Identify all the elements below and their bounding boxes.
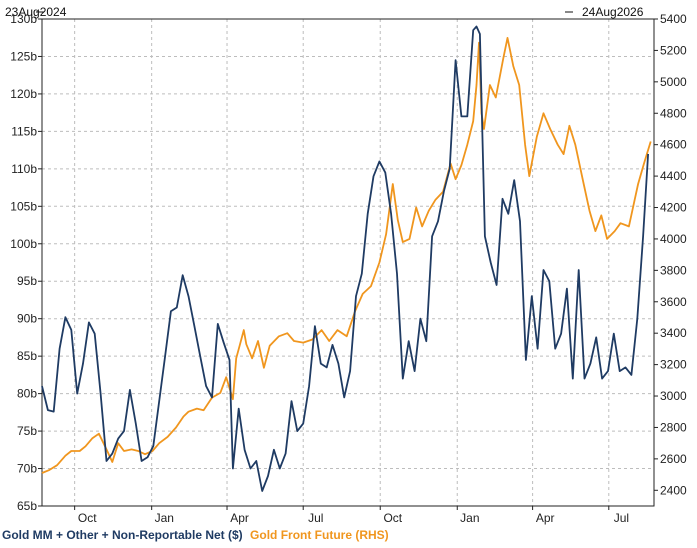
left-tick-label: 120b (10, 87, 37, 101)
right-tick-label: 4200 (660, 201, 687, 215)
left-tick-label: 85b (17, 349, 37, 363)
left-tick-label: 110b (11, 162, 37, 176)
right-tick-label: 3200 (660, 358, 687, 372)
x-tick-label: Apr (230, 511, 249, 525)
plot-frame (41, 18, 655, 507)
right-tick-label: 3000 (660, 389, 687, 403)
left-tick-label: 80b (17, 387, 37, 401)
series-line-gold-future (41, 37, 652, 474)
right-tick-label: 4000 (660, 232, 687, 246)
right-axis: 2400 2600 2800 3000 3200 3400 3600 3800 4000 4200… (654, 12, 687, 497)
x-axis: Oct Jan Apr Jul Oct Jan Apr Jul (74, 506, 629, 525)
x-tick-label: Jul (308, 511, 323, 525)
left-tick-label: 65b (17, 499, 37, 513)
right-tick-label: 3600 (660, 295, 687, 309)
legend-item-gold-future: Gold Front Future (RHS) (250, 528, 389, 542)
right-tick-label: 5400 (660, 12, 687, 26)
x-tick-label: Jan (460, 511, 479, 525)
left-tick-label: 115b (11, 124, 37, 138)
right-tick-label: 5000 (660, 75, 687, 89)
x-tick-label: Oct (78, 511, 97, 525)
x-tick-label: Jul (614, 511, 629, 525)
x-tick-label: Jan (155, 511, 174, 525)
left-tick-label: 100b (10, 237, 37, 251)
left-tick-label: 75b (17, 424, 37, 438)
end-date-label: 24Aug2026 (582, 5, 644, 19)
left-tick-label: 95b (17, 274, 37, 288)
legend-item-positioning: Gold MM + Other + Non-Reportable Net ($) (2, 528, 243, 542)
series-line-positioning (41, 25, 649, 492)
right-tick-label: 2400 (660, 483, 687, 497)
left-tick-label: 130b (10, 12, 37, 26)
legend: Gold MM + Other + Non-Reportable Net ($)… (2, 528, 389, 542)
left-tick-label: 90b (17, 312, 37, 326)
left-tick-label: 105b (10, 199, 37, 213)
left-tick-label: 70b (17, 462, 37, 476)
x-tick-label: Oct (383, 511, 402, 525)
left-axis: 65b 70b 75b 80b 85b 90b 95b 100b 105b 110b 115b 120… (10, 12, 42, 513)
gridlines (42, 19, 654, 506)
x-tick-label: Apr (536, 511, 555, 525)
right-tick-label: 3800 (660, 263, 687, 277)
right-tick-label: 3400 (660, 326, 687, 340)
left-tick-label: 125b (10, 49, 37, 63)
right-tick-label: 2800 (660, 420, 687, 434)
right-tick-label: 4800 (660, 106, 687, 120)
series-layer (41, 25, 652, 492)
date-range-labels: 23Aug2024 24Aug2026 (5, 5, 644, 19)
right-tick-label: 2600 (660, 452, 687, 466)
start-date-label: 23Aug2024 (5, 5, 67, 19)
right-tick-label: 5200 (660, 43, 687, 57)
right-tick-label: 4600 (660, 138, 687, 152)
right-tick-label: 4400 (660, 169, 687, 183)
